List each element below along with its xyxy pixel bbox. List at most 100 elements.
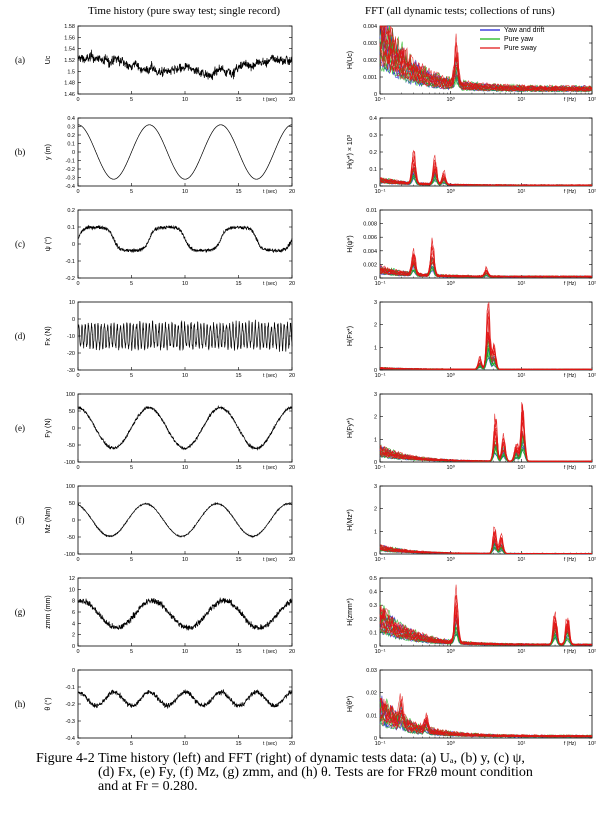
x-tick-label: 10²: [588, 649, 596, 655]
y-tick-label: 100: [66, 392, 75, 398]
y-tick-label: 0.004: [363, 249, 377, 255]
y-tick-label: 100: [66, 484, 75, 490]
fft-panel: 0 1 2 3 10⁻¹ 10⁰ 10¹ 10² f (Hz) H(Fx*): [347, 300, 596, 379]
y-axis-label: H(Fx*): [347, 326, 354, 346]
x-tick-label: 10: [182, 557, 188, 563]
time-series-line: [77, 49, 293, 81]
y-tick-label: 0.004: [363, 24, 377, 30]
x-axis-label: f (Hz): [564, 649, 577, 655]
plot-frame: [77, 209, 293, 279]
x-axis-label: t (sec): [263, 649, 277, 655]
y-tick-label: 0.3: [369, 133, 377, 139]
x-axis-label: f (Hz): [564, 97, 577, 103]
x-tick-label: 10⁻¹: [375, 97, 386, 103]
fft-series-red: [379, 531, 593, 554]
x-tick-label: 10²: [588, 97, 596, 103]
time-history-panel: (g) 0 2 4 6 8 10 12 0 5 10 15 20 t (sec) zmm (mm): [15, 576, 295, 655]
plot-frame: [77, 393, 293, 463]
fft-series-red: [380, 25, 593, 90]
x-tick-label: 20: [289, 649, 295, 655]
y-tick-label: 8: [72, 599, 75, 605]
x-axis-label: t (sec): [263, 97, 277, 103]
x-tick-label: 20: [289, 373, 295, 379]
fft-panel: 0 0.1 0.2 0.3 0.4 0.5 10⁻¹ 10⁰ 10¹ 10² f (Hz) H(zmm…: [347, 576, 596, 655]
y-tick-label: 1: [374, 437, 377, 443]
y-tick-label: -50: [67, 443, 75, 449]
y-tick-label: 0: [374, 184, 377, 190]
panel-letter: (a): [15, 55, 25, 65]
y-tick-label: 3: [374, 392, 377, 398]
y-axis-label: H(ψ*): [347, 235, 354, 252]
x-axis-label: f (Hz): [564, 465, 577, 471]
y-axis-label: H(Fy*): [347, 418, 354, 438]
y-tick-label: -20: [67, 351, 75, 357]
x-tick-label: 10¹: [517, 373, 525, 379]
y-tick-label: 0.003: [363, 41, 377, 47]
x-tick-label: 0: [76, 741, 79, 747]
y-tick-label: 2: [72, 633, 75, 639]
fft-series-red: [379, 159, 593, 186]
panel-letter: (g): [15, 607, 26, 617]
y-tick-label: 0: [374, 92, 377, 98]
fft-series-red: [379, 316, 592, 370]
x-tick-label: 10⁰: [447, 648, 456, 655]
x-axis-label: f (Hz): [564, 741, 577, 747]
x-tick-label: 10¹: [517, 97, 525, 103]
x-tick-label: 10: [182, 281, 188, 287]
y-tick-label: -0.1: [66, 259, 75, 265]
x-tick-label: 15: [235, 741, 241, 747]
legend-label: Pure yaw: [504, 36, 534, 43]
y-tick-label: 0.002: [363, 262, 377, 268]
y-tick-label: -50: [67, 535, 75, 541]
x-tick-label: 20: [289, 189, 295, 195]
x-tick-label: 15: [235, 373, 241, 379]
panels-group: (a)1.461.481.51.521.541.561.580 5 10 15 20t …: [15, 24, 596, 747]
y-tick-label: 0.03: [366, 668, 377, 674]
panel-letter: (c): [15, 239, 25, 249]
fft-series-red: [380, 25, 593, 90]
y-tick-label: -100: [64, 552, 75, 558]
y-tick-label: 0: [374, 368, 377, 374]
y-tick-label: 0: [72, 518, 75, 524]
y-tick-label: -0.3: [66, 176, 75, 182]
x-tick-label: 10²: [588, 557, 596, 563]
y-tick-label: 0: [374, 644, 377, 650]
fft-series-red: [379, 529, 592, 554]
x-tick-label: 10: [182, 97, 188, 103]
y-tick-label: 0: [374, 276, 377, 282]
y-tick-label: 3: [374, 484, 377, 490]
x-tick-label: 10¹: [517, 189, 525, 195]
y-tick-label: 2: [374, 415, 377, 421]
x-tick-label: 10¹: [517, 281, 525, 287]
y-tick-label: 0: [374, 552, 377, 558]
legend-label: Yaw and drift: [504, 27, 544, 34]
y-tick-label: 1.56: [64, 35, 75, 41]
x-tick-label: 10⁻¹: [375, 281, 386, 287]
x-tick-label: 20: [289, 97, 295, 103]
x-tick-label: 20: [289, 281, 295, 287]
fft-panel: 0 1 2 3 10⁻¹ 10⁰ 10¹ 10² f (Hz) H(Fy*): [347, 392, 596, 471]
y-tick-label: 0.2: [369, 150, 377, 156]
y-axis-label: H(Uc): [347, 51, 354, 69]
fft-series-red: [379, 417, 592, 462]
x-tick-label: 10⁰: [447, 188, 456, 195]
y-tick-label: 0.1: [369, 630, 377, 636]
y-tick-label: 1.5: [67, 69, 75, 75]
x-tick-label: 0: [76, 189, 79, 195]
y-axis-label: θ (°): [44, 697, 52, 710]
x-axis-label: t (sec): [263, 281, 277, 287]
x-tick-label: 10²: [588, 465, 596, 471]
y-axis-label: zmm (mm): [45, 595, 52, 628]
y-tick-label: 0: [72, 150, 75, 156]
y-tick-label: 0: [72, 668, 75, 674]
x-tick-label: 15: [235, 465, 241, 471]
y-tick-label: 0.02: [366, 691, 377, 697]
fft-series-red: [379, 595, 593, 646]
x-tick-label: 0: [76, 97, 79, 103]
y-tick-label: 0.4: [369, 116, 377, 122]
y-tick-label: 0.1: [67, 142, 75, 148]
plot-frame: [77, 669, 293, 739]
y-axis-label: H(θ*): [347, 696, 354, 712]
x-tick-label: 10: [182, 373, 188, 379]
x-tick-label: 15: [235, 189, 241, 195]
